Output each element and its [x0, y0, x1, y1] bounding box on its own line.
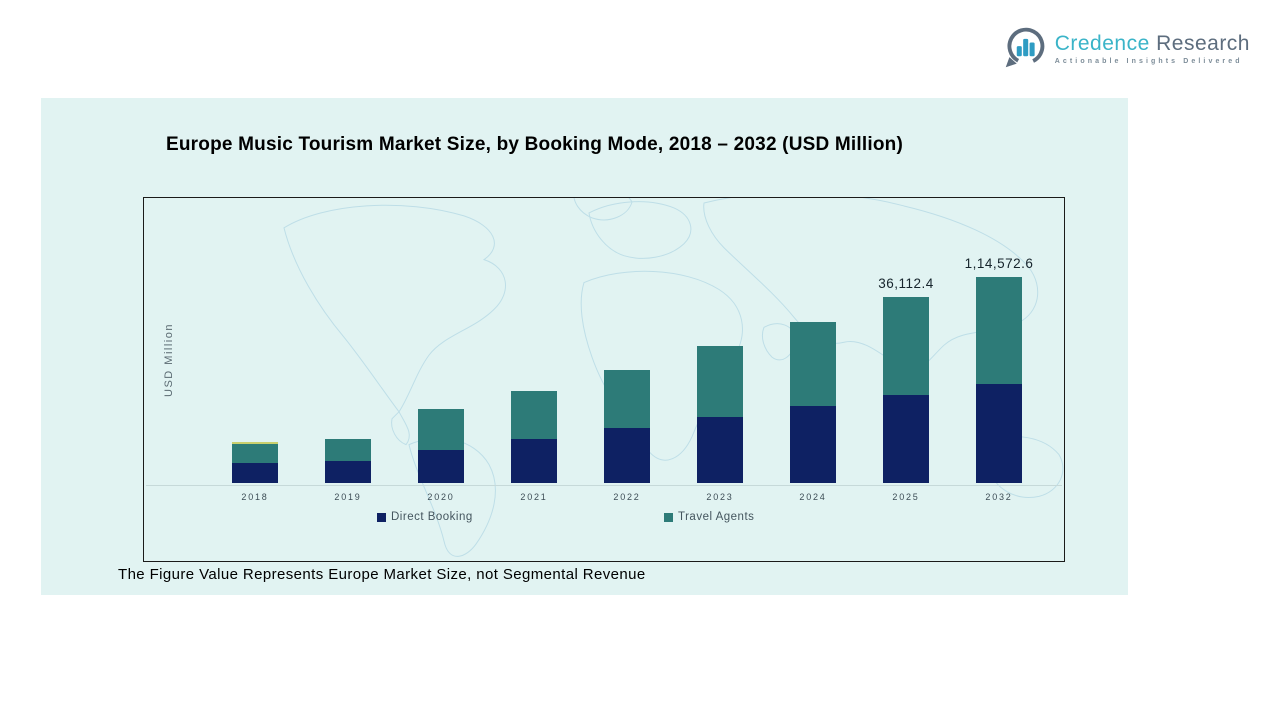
legend-label-travel-agents: Travel Agents: [678, 511, 755, 523]
direct-booking-swatch-icon: [377, 512, 386, 522]
world-map-background: [283, 198, 1064, 557]
travel-agents-segment-2022: [604, 370, 650, 428]
logo-tagline: Actionable Insights Delivered: [1054, 57, 1243, 65]
travel-agents-swatch-icon: [664, 512, 673, 522]
travel-agents-segment-2032: [976, 277, 1022, 384]
direct-booking-segment-2021: [511, 439, 557, 483]
direct-booking-segment-2022: [604, 428, 650, 483]
figure-note: The Figure Value Represents Europe Marke…: [118, 566, 646, 583]
stacked-bar-2023: [697, 346, 743, 483]
travel-agents-segment-2020: [418, 409, 464, 450]
logo-brand-primary: Credence: [1054, 31, 1150, 55]
logo-brand-secondary: Research: [1156, 31, 1250, 55]
value-label-2032: 1,14,572.6: [964, 256, 1034, 271]
logo-chart-circle-icon: [1005, 27, 1045, 68]
direct-booking-segment-2025: [883, 395, 929, 483]
x-tick-2020: 2020: [427, 492, 455, 502]
logo-brand-name: Credence Research: [1055, 32, 1250, 56]
chart-panel: Europe Music Tourism Market Size, by Boo…: [41, 98, 1128, 595]
x-tick-2032: 2032: [985, 492, 1013, 502]
x-tick-2024: 2024: [799, 492, 827, 502]
travel-agents-segment-2021: [511, 391, 557, 439]
chart-title: Europe Music Tourism Market Size, by Boo…: [165, 134, 903, 155]
travel-agents-segment-2019: [325, 439, 371, 461]
travel-agents-segment-2018: [232, 444, 278, 463]
travel-agents-segment-2023: [697, 346, 743, 417]
x-tick-2023: 2023: [706, 492, 734, 502]
direct-booking-segment-2018: [232, 463, 278, 483]
stacked-bar-2021: [511, 391, 557, 483]
x-tick-2019: 2019: [334, 492, 362, 502]
legend-label-direct-booking: Direct Booking: [391, 511, 473, 523]
stacked-bar-2025: [883, 297, 929, 483]
legend-item-travel-agents: Travel Agents: [664, 511, 754, 523]
x-tick-2025: 2025: [892, 492, 920, 502]
direct-booking-segment-2032: [976, 384, 1022, 483]
direct-booking-segment-2020: [418, 450, 464, 483]
value-label-2025: 36,112.4: [878, 276, 934, 291]
legend-item-direct-booking: Direct Booking: [377, 511, 473, 523]
x-tick-2021: 2021: [520, 492, 548, 502]
direct-booking-segment-2023: [697, 417, 743, 483]
logo-text: Credence Research Actionable Insights De…: [1055, 32, 1250, 65]
y-axis-label: USD Million: [163, 323, 175, 397]
x-axis-line: [146, 485, 1062, 486]
stacked-bar-2032: [976, 277, 1022, 483]
direct-booking-segment-2024: [790, 406, 836, 483]
x-tick-2018: 2018: [241, 492, 269, 502]
travel-agents-segment-2025: [883, 297, 929, 395]
bar-top-stripe-2018: [232, 442, 278, 444]
credence-research-logo: Credence Research Actionable Insights De…: [1003, 26, 1250, 70]
x-tick-2022: 2022: [613, 492, 641, 502]
stacked-bar-2019: [325, 439, 371, 483]
stacked-bar-2018: [232, 442, 278, 483]
stacked-bar-2022: [604, 370, 650, 483]
stacked-bar-2020: [418, 409, 464, 483]
travel-agents-segment-2024: [790, 322, 836, 406]
plot-area: USD Million 36,112.4 1,14,572.6 2018 2019 2…: [143, 197, 1065, 562]
stacked-bar-2024: [790, 322, 836, 483]
direct-booking-segment-2019: [325, 461, 371, 483]
